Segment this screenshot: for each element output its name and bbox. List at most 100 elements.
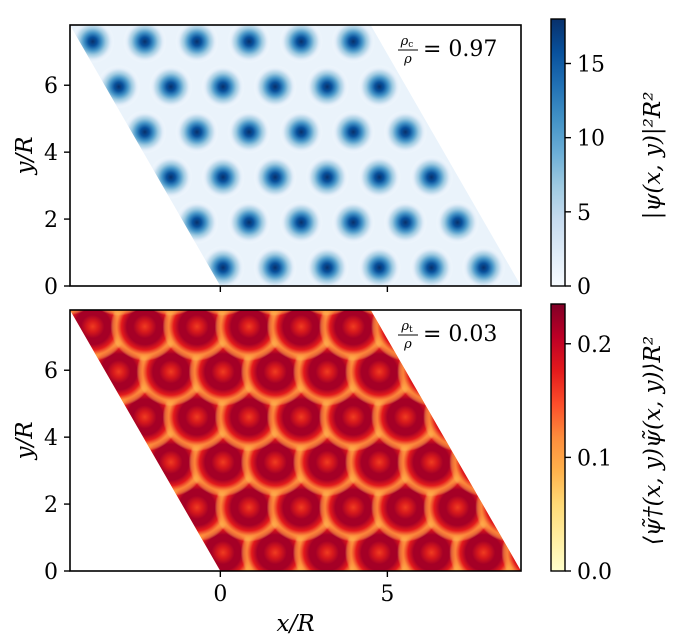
lattice-site [632,563,680,632]
colorbar: 0 5 10 15 |ψ(x, y)|²R² [550,18,666,300]
lattice-site [0,337,49,406]
colorbar-tick-label: 0 [577,275,591,300]
lattice-site [6,202,75,271]
annotation-denominator: ρ [403,337,412,352]
lattice-site [84,518,154,571]
lattice-site [618,0,662,18]
lattice-site [110,202,179,271]
lattice-site [409,64,454,109]
lattice-site [435,200,480,245]
lattice-site [70,110,115,154]
lattice-site [305,0,349,18]
lattice-site [318,310,388,361]
lattice-site [136,310,206,316]
y-tick-label: 4 [44,141,58,166]
lattice-site [461,245,506,286]
lattice-site [45,0,89,18]
lattice-site [606,247,675,316]
y-tick-label: 2 [44,208,58,233]
lattice-site [462,0,506,18]
lattice-site [435,110,480,154]
lattice-site [305,64,350,109]
panel-2: 0 2 4 6 0 5 y/R x/R ρt ρ = 0.03 0.0 0.1 0.2 ⟨ψ̃†(x, y)… [0,202,680,637]
lattice-site [96,245,141,286]
lattice-site [331,25,376,64]
lattice-site [449,337,518,407]
lattice-site [618,246,662,290]
lattice-site [592,201,636,245]
y-tick-label: 6 [44,359,58,384]
lattice-site [566,155,610,199]
lattice-site [149,64,193,109]
y-tick-label: 6 [44,74,58,99]
lattice-site [70,310,75,361]
lattice-site [70,427,102,497]
lattice-site [175,200,219,245]
lattice-site [96,64,141,109]
panel-1: 0 2 4 6 y/R ρc ρ = 0.97 0 5 10 15 |ψ(x, y)|²R² [0,0,680,335]
colorbar-label: |ψ(x, y)|²R² [640,92,666,220]
lattice-site [423,382,492,452]
lattice-site [58,202,127,271]
lattice-site [19,20,63,64]
lattice-site [409,155,454,200]
lattice-site [84,310,154,316]
lattice-site [0,202,23,271]
lattice-site [461,64,506,109]
lattice-site [0,473,23,542]
lattice-site [0,247,49,316]
lattice-site [227,110,271,154]
lattice-site [136,518,206,571]
lattice-site [383,200,428,245]
lattice-site [70,25,115,64]
lattice-site [487,200,521,245]
annotation-value: = 0.97 [423,37,497,62]
lattice-site [670,65,680,109]
lattice-site [122,25,167,64]
lattice-site [357,245,402,286]
lattice-site [266,310,336,361]
lattice-site [175,25,219,64]
lattice-site [331,110,376,154]
lattice-site [331,200,376,245]
lattice-site [201,155,245,200]
lattice-site [514,0,558,18]
x-tick-label: 5 [380,582,394,607]
lattice-site [409,245,454,286]
y-tick-label: 0 [44,275,58,300]
lattice-site [0,246,36,290]
annotation-numerator: ρt [400,319,413,335]
lattice-site [201,245,245,286]
lattice-site [0,65,36,109]
lattice-site [279,200,324,245]
lattice-site [70,310,102,316]
lattice-site [122,110,167,154]
lattice-site [383,110,428,154]
lattice-site [658,247,680,316]
lattice-site [201,64,245,109]
lattice-site [70,337,102,407]
lattice-site [70,563,128,571]
lattice-site [149,0,193,18]
density-annotation: ρc ρ = 0.97 [398,34,497,67]
lattice-site [70,382,128,452]
lattice-site [70,200,115,245]
lattice-site [214,310,284,361]
lattice-site [253,64,298,109]
lattice-site [84,427,154,497]
lattice-site [253,155,298,200]
lattice-site [97,0,141,18]
colorbar-scale [550,18,566,287]
lattice-site [449,427,518,497]
lattice-site [410,0,454,18]
annotation-value: = 0.03 [423,322,497,347]
lattice-site [566,0,610,18]
lattice-site [592,291,636,335]
lattice-site [253,245,298,286]
colorbar-tick-label: 15 [577,53,605,78]
y-axis-label: y/R [12,421,38,460]
lattice-site [357,155,402,200]
lattice-site [201,0,245,18]
lattice-site [0,292,23,361]
